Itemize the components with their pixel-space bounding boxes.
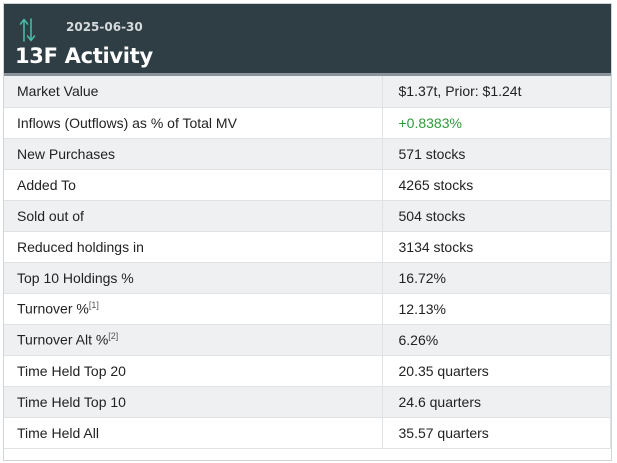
table-row: Time Held Top 10 24.6 quarters (4, 386, 611, 418)
row-label: Turnover %[1] (4, 293, 383, 325)
table-row: Market Value $1.37t, Prior: $1.24t (4, 76, 611, 108)
row-label: Time Held All (4, 417, 383, 449)
table-row: Turnover Alt %[2] 6.26% (4, 324, 611, 356)
row-label: Sold out of (4, 200, 383, 232)
row-value: 12.13% (382, 293, 611, 325)
row-label: Market Value (4, 76, 383, 108)
card-header: 2025-06-30 13F Activity (4, 4, 611, 76)
row-label: Time Held Top 20 (4, 355, 383, 387)
row-label: Turnover Alt %[2] (4, 324, 383, 356)
row-label-text: Turnover % (17, 300, 89, 317)
row-value: 504 stocks (382, 200, 611, 232)
activity-table: Market Value $1.37t, Prior: $1.24t Inflo… (4, 76, 611, 449)
up-down-arrows-icon (19, 18, 36, 42)
report-date: 2025-06-30 (66, 20, 143, 34)
table-row: Added To 4265 stocks (4, 169, 611, 201)
table-row: Top 10 Holdings % 16.72% (4, 262, 611, 294)
row-value: 3134 stocks (382, 231, 611, 263)
row-label: Time Held Top 10 (4, 386, 383, 418)
table-row: Time Held All 35.57 quarters (4, 417, 611, 449)
table-row: Time Held Top 20 20.35 quarters (4, 355, 611, 387)
row-value: 20.35 quarters (382, 355, 611, 387)
row-label: Inflows (Outflows) as % of Total MV (4, 107, 383, 139)
row-value: +0.8383% (382, 107, 611, 139)
row-value: 571 stocks (382, 138, 611, 170)
row-value: $1.37t, Prior: $1.24t (382, 76, 611, 108)
row-label: Added To (4, 169, 383, 201)
row-value: 35.57 quarters (382, 417, 611, 449)
table-row: Inflows (Outflows) as % of Total MV +0.8… (4, 107, 611, 139)
row-value: 4265 stocks (382, 169, 611, 201)
row-label-text: Turnover Alt % (17, 331, 109, 348)
row-label: New Purchases (4, 138, 383, 170)
footnote-link[interactable]: [2] (108, 331, 119, 342)
row-label: Reduced holdings in (4, 231, 383, 263)
row-label: Top 10 Holdings % (4, 262, 383, 294)
table-row: Reduced holdings in 3134 stocks (4, 231, 611, 263)
table-row: Turnover %[1] 12.13% (4, 293, 611, 325)
row-value: 16.72% (382, 262, 611, 294)
card-title: 13F Activity (15, 44, 153, 68)
row-value: 6.26% (382, 324, 611, 356)
row-value: 24.6 quarters (382, 386, 611, 418)
table-row: New Purchases 571 stocks (4, 138, 611, 170)
table-row: Sold out of 504 stocks (4, 200, 611, 232)
footnote-link[interactable]: [1] (88, 300, 99, 311)
13f-activity-card: 2025-06-30 13F Activity Market Value $1.… (3, 3, 612, 461)
